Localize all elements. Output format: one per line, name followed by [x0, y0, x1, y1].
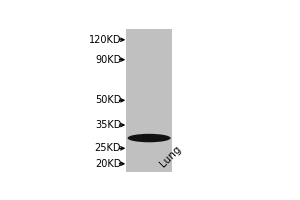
- Text: 90KD: 90KD: [95, 55, 121, 65]
- Ellipse shape: [128, 134, 171, 142]
- Text: 20KD: 20KD: [95, 159, 121, 169]
- Bar: [126, 29, 172, 172]
- Text: 120KD: 120KD: [89, 35, 121, 45]
- Text: 35KD: 35KD: [95, 120, 121, 130]
- Text: Lung: Lung: [158, 144, 184, 169]
- Text: 50KD: 50KD: [95, 95, 121, 105]
- Text: 25KD: 25KD: [95, 143, 121, 153]
